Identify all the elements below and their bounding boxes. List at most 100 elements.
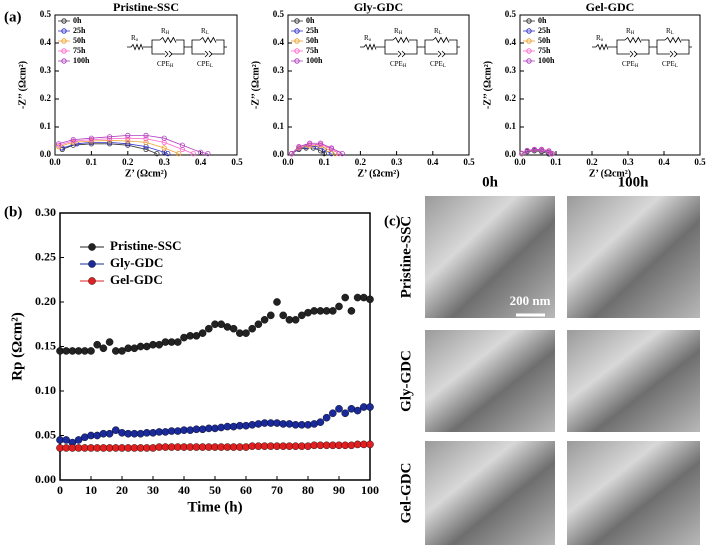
circuit-label: Ro bbox=[364, 34, 372, 44]
circuit-label-sub: L bbox=[675, 64, 678, 69]
row-label: Gly-GDC bbox=[398, 350, 414, 412]
circuit-cpe bbox=[669, 50, 678, 58]
x-axis-label: Time (h) bbox=[187, 499, 242, 515]
data-point bbox=[524, 147, 530, 154]
x-tick-label: 0.3 bbox=[622, 157, 634, 167]
x-tick-label: 0.1 bbox=[319, 157, 331, 167]
legend-marker bbox=[294, 38, 300, 44]
data-point bbox=[347, 307, 356, 315]
data-point bbox=[229, 324, 238, 333]
circuit-label-sub: H bbox=[403, 64, 407, 69]
data-point bbox=[143, 136, 149, 142]
data-point bbox=[531, 146, 538, 152]
circuit bbox=[360, 36, 460, 58]
data-point bbox=[161, 135, 167, 141]
circuit-label-sub: H bbox=[635, 64, 639, 69]
y-axis-label: Rp (Ωcm²) bbox=[9, 312, 25, 381]
circuit-label-main: CPE bbox=[157, 60, 170, 68]
panel-label: (b) bbox=[4, 204, 22, 220]
sem-image bbox=[425, 330, 555, 432]
legend-marker bbox=[61, 28, 67, 34]
data-point bbox=[322, 413, 331, 422]
data-point bbox=[279, 311, 288, 320]
plot-frame bbox=[54, 14, 238, 156]
circuit-wire bbox=[189, 39, 227, 55]
x-axis-label: Z’ (Ωcm²) bbox=[589, 168, 631, 179]
circuit-wire bbox=[654, 39, 692, 55]
row-label: Pristine-SSC bbox=[398, 216, 414, 299]
circuit-label-sub: H bbox=[399, 31, 403, 36]
data-point bbox=[179, 142, 185, 148]
legend-label: 100h bbox=[306, 56, 323, 65]
data-point bbox=[260, 315, 269, 324]
circuit-cpe bbox=[437, 50, 446, 58]
sem-image bbox=[567, 330, 700, 432]
y-tick-label: 0.25 bbox=[35, 249, 56, 263]
data-point bbox=[165, 151, 171, 157]
data-point bbox=[339, 151, 345, 157]
legend-marker bbox=[294, 18, 300, 24]
data-point bbox=[56, 142, 62, 148]
x-tick-label: 0.5 bbox=[463, 157, 475, 167]
circuit-wire bbox=[149, 39, 187, 55]
x-tick-label: 0.2 bbox=[355, 157, 367, 167]
scale-bar-label: 200 nm bbox=[510, 293, 551, 308]
data-point bbox=[335, 404, 343, 413]
x-tick-label: 0.4 bbox=[427, 157, 439, 167]
data-point bbox=[154, 151, 160, 157]
chart-title: Gly-GDC bbox=[354, 0, 403, 14]
circuit-label: CPEL bbox=[662, 60, 678, 70]
circuit-label-main: R bbox=[666, 27, 671, 35]
y-tick-label: 0.1 bbox=[505, 121, 517, 131]
data-point bbox=[341, 409, 350, 418]
data-point bbox=[125, 132, 131, 138]
circuit-label-sub: o bbox=[369, 38, 372, 43]
circuit-resistor bbox=[199, 36, 217, 44]
circuit-label-sub: L bbox=[210, 64, 213, 69]
column-label: 100h bbox=[618, 174, 650, 190]
data-point bbox=[59, 146, 65, 152]
circuit-label-sub: L bbox=[206, 31, 209, 36]
x-tick-label: 100 bbox=[361, 483, 379, 497]
x-tick-label: 80 bbox=[302, 483, 314, 497]
x-tick-label: 50 bbox=[209, 483, 221, 497]
circuit bbox=[127, 36, 227, 58]
data-point bbox=[248, 324, 256, 333]
legend-marker bbox=[526, 18, 532, 24]
circuit-wire bbox=[422, 39, 460, 55]
data-point bbox=[307, 140, 313, 146]
data-point bbox=[335, 302, 343, 311]
circuit-label-main: R bbox=[394, 27, 399, 35]
circuit-label-sub: o bbox=[601, 38, 604, 43]
circuit-label: CPEH bbox=[622, 60, 639, 70]
circuit-label-sub: H bbox=[170, 64, 174, 69]
y-tick-label: 0.2 bbox=[273, 93, 285, 103]
data-point bbox=[105, 429, 114, 438]
circuit-label: RL bbox=[666, 27, 674, 37]
circuit-label-sub: L bbox=[443, 64, 446, 69]
legend-label: Gly-GDC bbox=[110, 255, 163, 270]
y-tick-label: 0.3 bbox=[40, 65, 52, 75]
y-tick-label: 0.10 bbox=[35, 383, 56, 397]
y-tick-label: 0.05 bbox=[35, 427, 56, 441]
data-point bbox=[87, 347, 95, 355]
circuit-wire bbox=[127, 43, 149, 51]
series-line bbox=[58, 134, 208, 154]
y-tick-label: 0.2 bbox=[505, 93, 517, 103]
circuit-wire bbox=[614, 39, 652, 55]
data-point bbox=[254, 320, 263, 329]
data-point bbox=[366, 403, 374, 411]
circuit-resistor bbox=[432, 36, 450, 44]
data-point bbox=[204, 324, 213, 333]
legend-marker bbox=[526, 38, 532, 44]
data-point bbox=[549, 151, 556, 157]
sem-image bbox=[425, 441, 555, 545]
data-point bbox=[266, 311, 275, 320]
legend-marker bbox=[88, 260, 96, 268]
y-tick-label: 0.4 bbox=[40, 37, 52, 47]
data-point bbox=[353, 406, 362, 415]
y-tick-label: 0.2 bbox=[40, 93, 52, 103]
legend-marker bbox=[294, 28, 300, 34]
circuit-resistor bbox=[159, 36, 177, 44]
circuit bbox=[592, 36, 692, 58]
